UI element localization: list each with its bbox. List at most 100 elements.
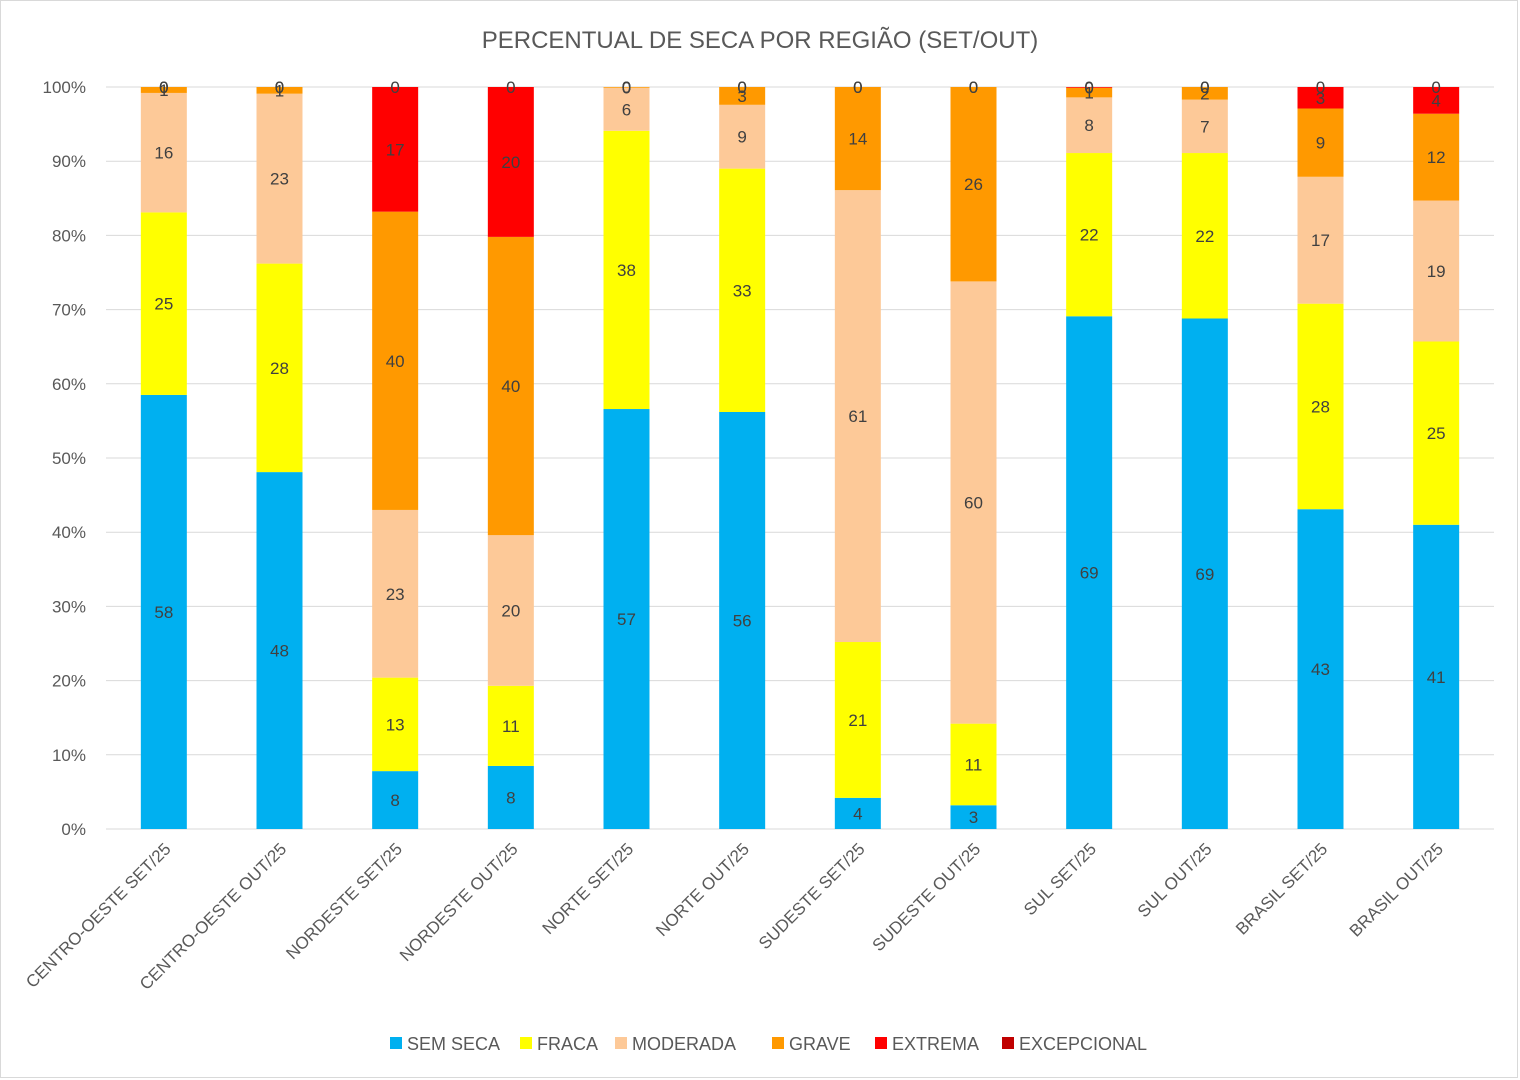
bar-segment — [1181, 87, 1228, 100]
data-label: 11 — [965, 755, 983, 774]
data-label: 4 — [1431, 91, 1440, 110]
chart-title: PERCENTUAL DE SECA POR REGIÃO (SET/OUT) — [482, 27, 1039, 54]
data-label: 0 — [275, 78, 284, 97]
data-label: 0 — [275, 78, 284, 97]
data-label: 26 — [964, 175, 983, 194]
data-label: 61 — [848, 407, 867, 426]
data-label: 40 — [386, 352, 405, 371]
bars — [140, 87, 1460, 829]
bar-segment — [950, 805, 997, 829]
legend-label: EXTREMA — [892, 1034, 979, 1054]
grid-lines — [106, 86, 1494, 830]
bar-segment — [487, 685, 534, 766]
legend-label: EXCEPCIONAL — [1019, 1034, 1147, 1054]
legend-swatch — [875, 1037, 887, 1049]
data-label: 0 — [1200, 78, 1209, 97]
data-label: 1 — [159, 81, 168, 100]
data-label: 14 — [848, 130, 867, 149]
x-category-label: BRASIL OUT/25 — [1346, 839, 1447, 940]
bar-segment — [603, 87, 650, 88]
bar-segment — [140, 394, 187, 829]
y-axis-ticks: 0% 10% 20% 30% 40% 50% 60% 70% 80% 90% 100% — [43, 78, 86, 839]
data-label: 48 — [270, 642, 289, 661]
data-label: 0 — [969, 78, 978, 97]
bar-segment — [256, 263, 303, 473]
data-label: 12 — [1427, 148, 1446, 167]
legend-swatch — [1002, 1037, 1014, 1049]
bar-segment — [372, 211, 419, 510]
legend-swatch — [615, 1037, 627, 1049]
data-label: 58 — [154, 603, 173, 622]
data-label: 28 — [1311, 397, 1330, 416]
x-category-label: SUL OUT/25 — [1134, 839, 1216, 921]
data-label: 0 — [737, 78, 746, 97]
data-label: 19 — [1427, 262, 1446, 281]
legend-swatch — [520, 1037, 532, 1049]
bar-segment — [1413, 200, 1460, 342]
data-label: 8 — [506, 788, 515, 807]
legend-label: GRAVE — [789, 1034, 851, 1054]
y-tick-label: 80% — [52, 226, 86, 245]
x-category-label: NORTE SET/25 — [539, 839, 638, 938]
data-label: 4 — [853, 804, 862, 823]
legend-swatch — [772, 1037, 784, 1049]
data-label: 3 — [969, 808, 978, 827]
data-label: 2 — [1200, 84, 1209, 103]
data-label: 38 — [617, 261, 636, 280]
bar-segment — [140, 92, 187, 213]
bar-segment — [372, 771, 419, 829]
y-tick-label: 50% — [52, 449, 86, 468]
data-label: 0 — [1084, 78, 1093, 97]
bar-segment — [256, 472, 303, 829]
bar-segment — [372, 677, 419, 772]
data-label: 33 — [733, 281, 752, 300]
bar-segment — [1413, 113, 1460, 201]
y-tick-label: 70% — [52, 301, 86, 320]
data-label: 60 — [964, 494, 983, 513]
bar-segment — [1413, 341, 1460, 525]
bar-segment — [1181, 318, 1228, 829]
bar-segment — [1066, 153, 1113, 317]
legend-swatch — [390, 1037, 402, 1049]
legend-label: FRACA — [537, 1034, 598, 1054]
data-labels: 5825161004828231008132340170811204020057… — [154, 78, 1445, 827]
data-label: 25 — [154, 295, 173, 314]
bar-segment — [1066, 97, 1113, 154]
y-tick-label: 0% — [61, 820, 86, 839]
bar-segment — [1066, 316, 1113, 829]
bar-segment — [256, 93, 303, 264]
bar-segment — [256, 87, 303, 94]
data-label: 17 — [1311, 231, 1330, 250]
data-label: 13 — [386, 715, 405, 734]
data-label: 20 — [501, 153, 520, 172]
data-label: 0 — [159, 78, 168, 97]
y-tick-label: 100% — [43, 78, 86, 97]
y-tick-label: 40% — [52, 523, 86, 542]
bar-segment — [834, 797, 881, 829]
bar-segment — [834, 87, 881, 191]
y-tick-label: 60% — [52, 375, 86, 394]
data-label: 16 — [154, 144, 173, 163]
legend: SEM SECA FRACA MODERADA GRAVE EXTREMA EXCEPCI… — [390, 1034, 1147, 1054]
bar-segment — [1066, 87, 1113, 98]
y-tick-label: 90% — [52, 152, 86, 171]
bar-segment — [140, 87, 187, 93]
data-label: 0 — [969, 78, 978, 97]
data-label: 0 — [1084, 78, 1093, 97]
y-tick-label: 20% — [52, 672, 86, 691]
legend-label: MODERADA — [632, 1034, 736, 1054]
data-label: 69 — [1080, 564, 1099, 583]
data-label: 23 — [270, 170, 289, 189]
data-label: 3 — [737, 87, 746, 106]
data-label: 40 — [501, 377, 520, 396]
bar-segment — [1297, 509, 1344, 829]
data-label: 11 — [502, 717, 520, 736]
bar-segment — [1181, 99, 1228, 154]
bar-segment — [1297, 87, 1344, 109]
data-label: 0 — [622, 78, 631, 97]
bar-segment — [834, 190, 881, 643]
bar-segment — [487, 765, 534, 829]
